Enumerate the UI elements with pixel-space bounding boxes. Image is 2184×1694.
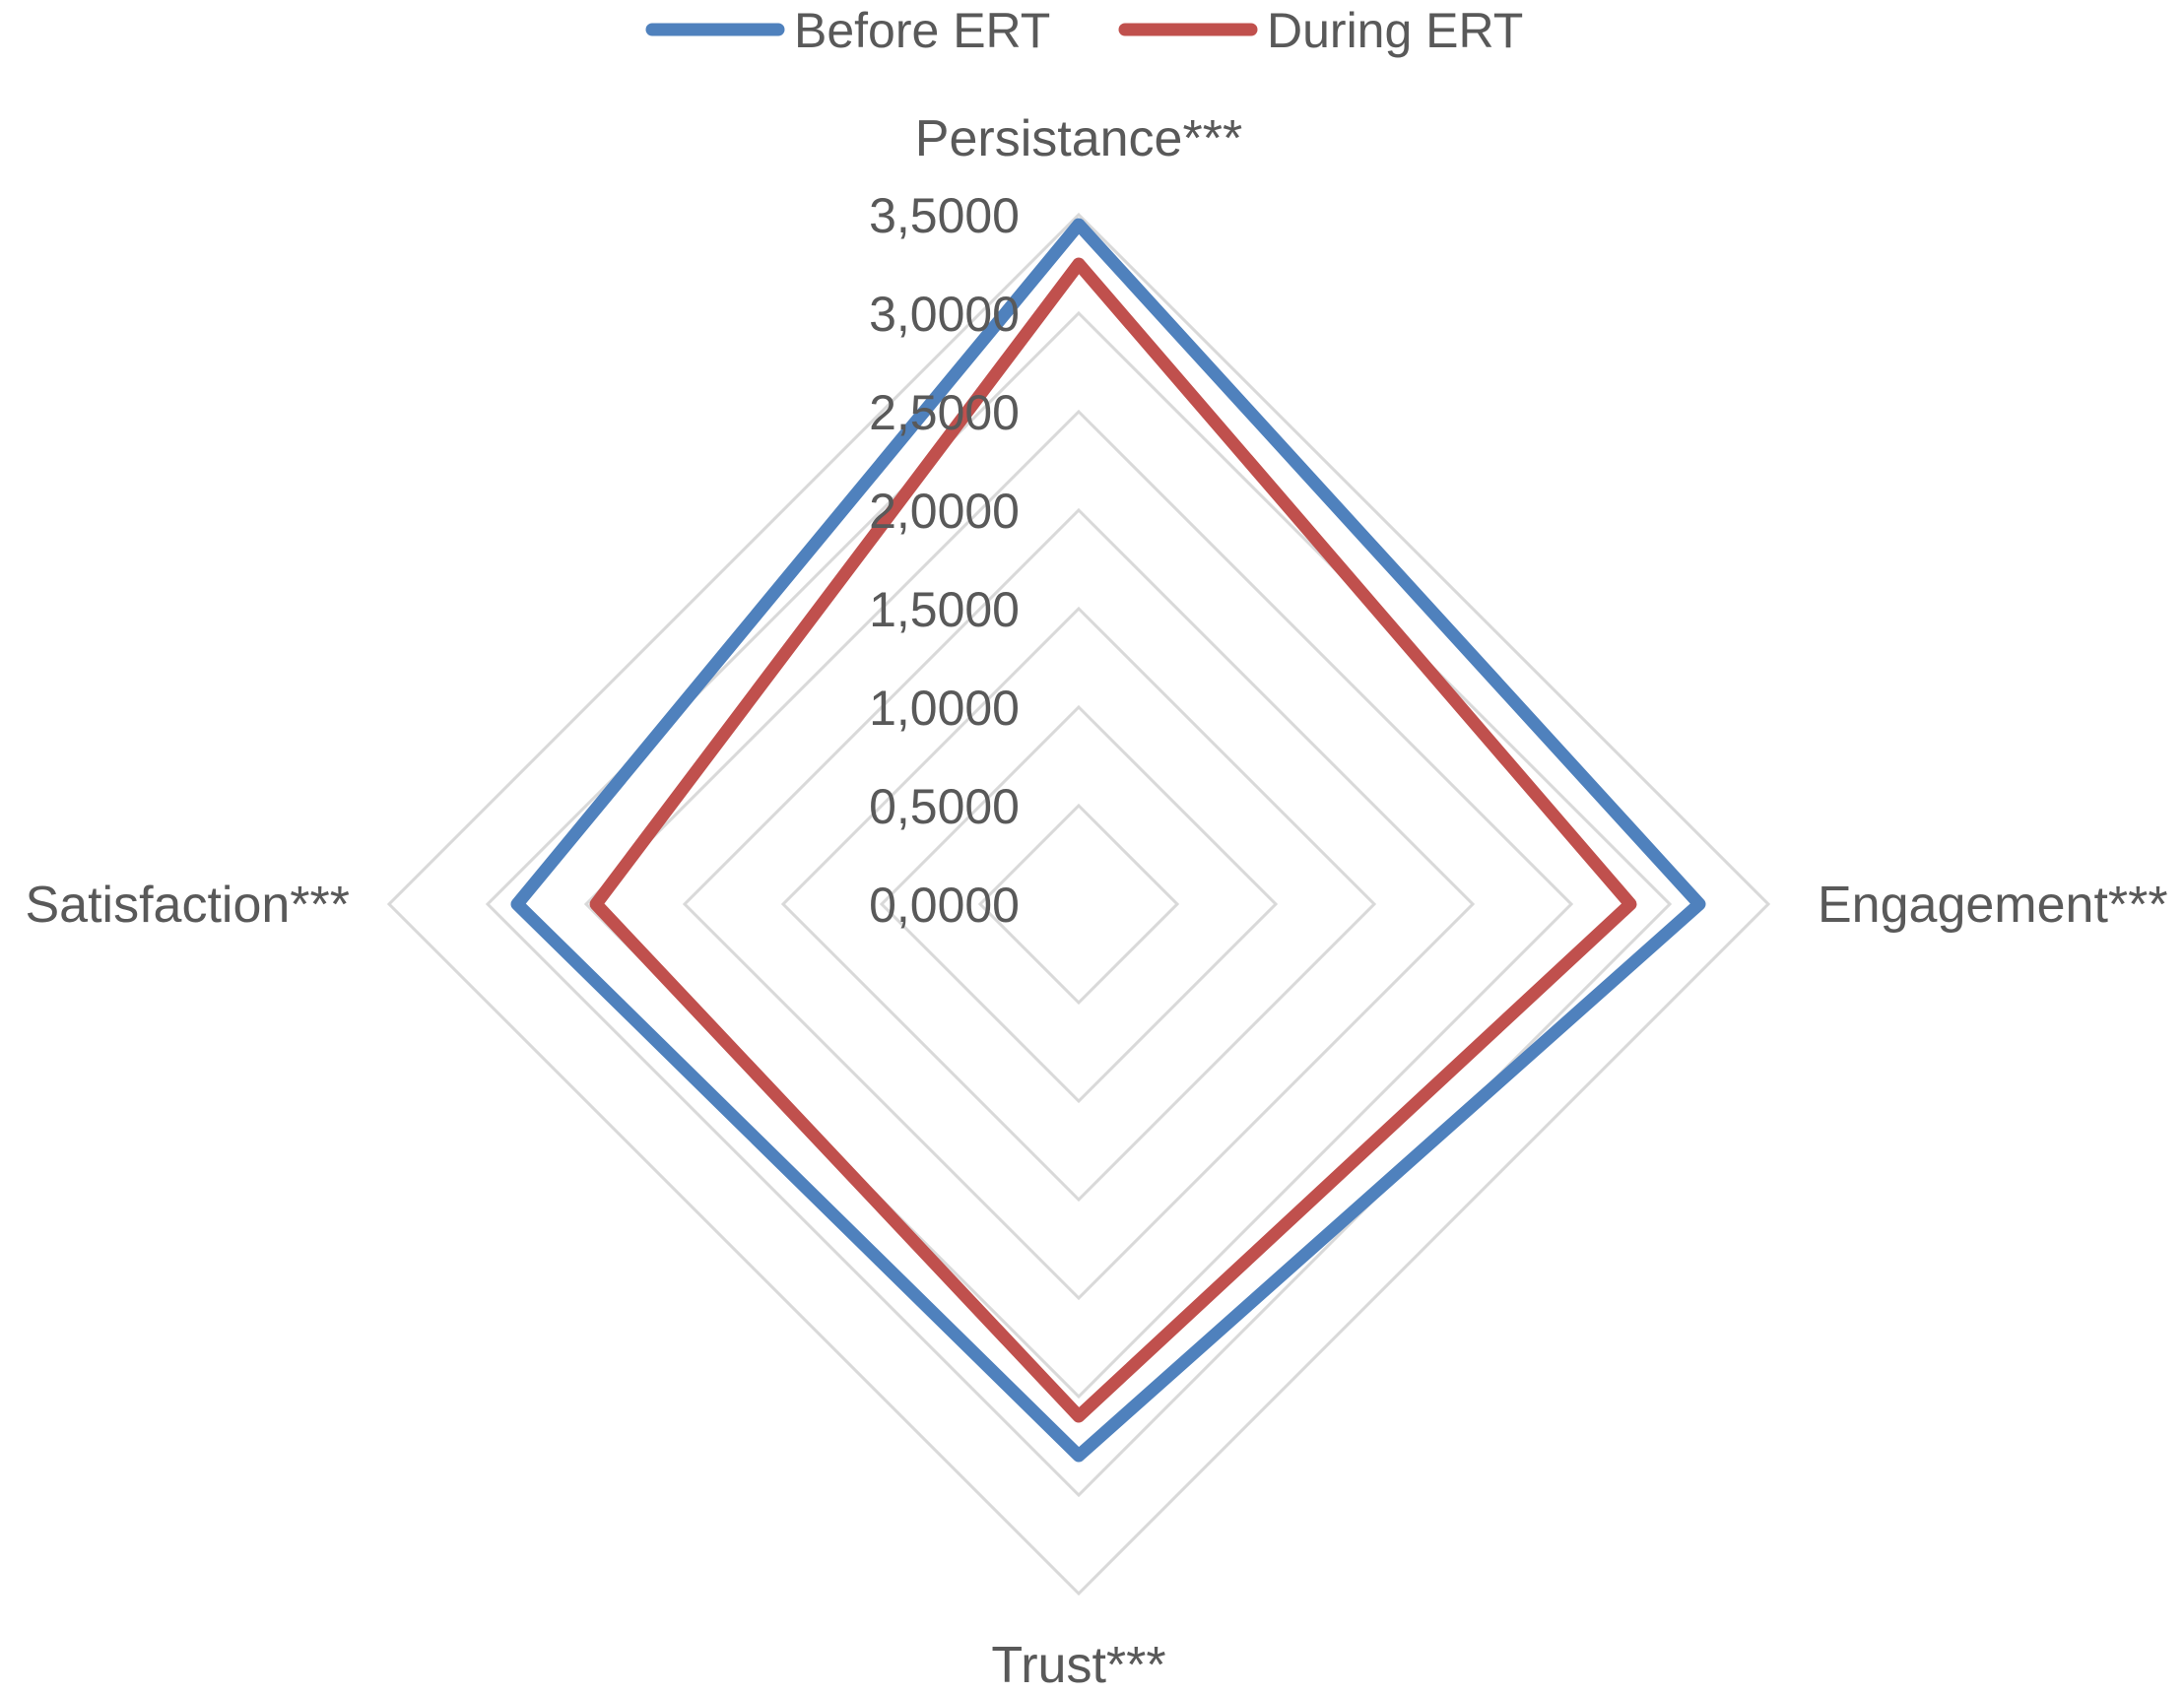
legend-label: During ERT — [1267, 3, 1523, 58]
tick-labels: 0,0000 0,5000 1,0000 1,5000 2,0000 2,5000 3,00… — [869, 188, 1020, 933]
grid-ring — [780, 606, 1377, 1203]
tick-label: 1,5000 — [869, 582, 1020, 637]
grid-ring — [682, 507, 1476, 1301]
tick-label: 0,5000 — [869, 779, 1020, 834]
legend-label: Before ERT — [794, 3, 1050, 58]
grid-ring — [386, 212, 1771, 1596]
grid-ring — [485, 310, 1673, 1498]
tick-label: 3,0000 — [869, 287, 1020, 342]
category-labels: Persistance*** Engagement*** Trust*** Satis… — [25, 110, 2167, 1694]
tick-label: 3,5000 — [869, 188, 1020, 243]
tick-label: 2,0000 — [869, 484, 1020, 539]
series-line — [589, 257, 1637, 1423]
legend: Before ERT During ERT — [645, 3, 1523, 58]
grid-ring — [879, 704, 1279, 1104]
grid-layer — [386, 212, 1771, 1596]
category-label: Satisfaction*** — [25, 877, 350, 934]
grid-ring — [583, 409, 1574, 1400]
grid-ring — [977, 803, 1180, 1006]
tick-label: 2,5000 — [869, 385, 1020, 440]
tick-label: 0,0000 — [869, 878, 1020, 933]
series-layer — [510, 218, 1706, 1463]
category-label: Engagement*** — [1818, 877, 2168, 934]
category-label: Persistance*** — [915, 110, 1242, 167]
tick-label: 1,0000 — [869, 681, 1020, 736]
category-label: Trust*** — [991, 1637, 1165, 1694]
series-line — [510, 218, 1706, 1463]
